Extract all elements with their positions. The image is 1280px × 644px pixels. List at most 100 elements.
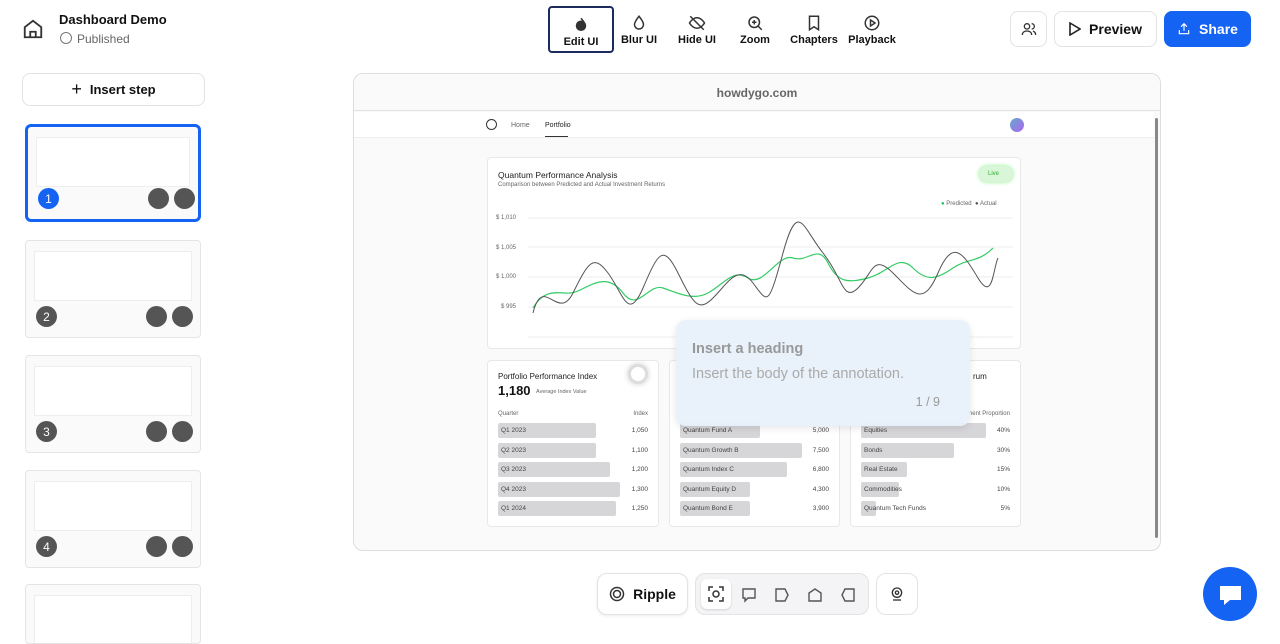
row-value: 40% <box>996 427 1010 434</box>
step-thumbnail[interactable]: 4 <box>25 470 201 568</box>
row-label: Q4 2023 <box>501 485 526 493</box>
project-title[interactable]: Dashboard Demo <box>59 12 167 27</box>
shape-button[interactable] <box>774 587 790 603</box>
legend: ● Predicted ● Actual <box>941 201 997 207</box>
row-bar <box>680 423 760 438</box>
shape-button[interactable] <box>741 587 757 603</box>
tool-label: Hide UI <box>678 34 716 46</box>
shape-button[interactable] <box>701 579 731 609</box>
ripple-dot[interactable] <box>628 364 648 384</box>
column-header: Quarter <box>498 411 519 417</box>
row-bar <box>861 442 954 458</box>
annotation-counter: 1 / 9 <box>915 395 940 409</box>
column-header: ment Proportion <box>967 411 1010 417</box>
row-label: Bonds <box>864 446 883 454</box>
card-title: Portfolio Performance Index <box>498 372 598 381</box>
row-label: Equities <box>864 427 888 434</box>
row-label: Q3 2023 <box>501 466 526 473</box>
column-header: Index <box>633 411 648 417</box>
card-value-label: Average Index Value <box>536 389 587 395</box>
more-button[interactable] <box>174 188 195 209</box>
ripple-button[interactable]: Ripple <box>597 573 688 615</box>
table-row: Q3 2023 1,200 <box>498 462 648 478</box>
live-badge: Live <box>979 166 1013 182</box>
shape-button[interactable] <box>807 587 823 603</box>
row-bar <box>498 423 596 438</box>
share-label: Share <box>1199 21 1238 37</box>
delete-button[interactable] <box>146 536 167 557</box>
step-number: 4 <box>36 536 57 557</box>
row-value: 1,100 <box>631 446 648 454</box>
shape-button[interactable] <box>840 587 856 603</box>
more-button[interactable] <box>172 306 193 327</box>
nav-link[interactable]: Home <box>511 122 530 129</box>
share-button[interactable]: Share <box>1164 11 1251 47</box>
row-value: 1,200 <box>631 466 648 473</box>
site-nav: Home Portfolio <box>354 112 1154 138</box>
row-bar <box>680 481 750 497</box>
home-icon[interactable] <box>22 18 44 40</box>
row-bar <box>498 481 620 497</box>
collaborators[interactable] <box>1010 11 1047 47</box>
row-value: 10% <box>996 485 1010 493</box>
step-thumbnail[interactable]: 1 <box>25 124 201 222</box>
index-card: Portfolio Performance Index 1,180 Averag… <box>487 360 659 527</box>
row-value: 4,300 <box>812 485 829 493</box>
row-value: 6,800 <box>812 466 829 473</box>
annotation-body[interactable]: Insert the body of the annotation. <box>692 366 905 382</box>
insert-step-button[interactable]: + Insert step <box>22 73 205 106</box>
row-bar <box>498 442 596 458</box>
thumbnail-preview <box>36 137 190 187</box>
tool-label: Playback <box>848 34 896 46</box>
tool-button[interactable]: Chapters <box>785 10 843 56</box>
row-value: 15% <box>996 466 1010 473</box>
tool-label: Blur UI <box>620 34 658 46</box>
table-row: Quantum Index C 6,800 <box>680 462 829 478</box>
delete-button[interactable] <box>146 421 167 442</box>
delete-button[interactable] <box>146 306 167 327</box>
table-row: Q4 2023 1,300 <box>498 481 648 498</box>
card-title: rum <box>973 372 987 381</box>
table-row: Quantum Fund A 5,000 <box>680 423 829 439</box>
chart-title: Quantum Performance Analysis <box>498 170 618 180</box>
row-label: Commodities <box>864 485 902 493</box>
status: Published <box>77 32 130 46</box>
chart-card: Quantum Performance Analysis Comparison … <box>487 157 1021 349</box>
annotation[interactable]: Insert a heading Insert the body of the … <box>676 320 970 426</box>
step-thumbnail[interactable]: 3 <box>25 355 201 453</box>
nav-link[interactable]: Portfolio <box>545 122 571 129</box>
step-thumbnail[interactable] <box>25 584 201 644</box>
badge-text: Live <box>988 171 1000 177</box>
tool-button[interactable]: Hide UI <box>668 10 726 56</box>
more-button[interactable] <box>172 536 193 557</box>
table-row: Bonds 30% <box>861 442 1010 459</box>
thumbnail-preview <box>34 251 192 301</box>
row-label: Quantum Equity D <box>683 485 737 493</box>
y-tick-label: $ 995 <box>500 304 516 311</box>
row-bar <box>861 501 876 516</box>
y-tick-label: $ 1,010 <box>495 215 516 221</box>
row-label: Q1 2024 <box>501 505 526 512</box>
tool-button[interactable]: Zoom <box>726 10 784 56</box>
tool-label: Zoom <box>740 34 770 46</box>
camera-button[interactable] <box>876 573 918 615</box>
row-value: 7,500 <box>812 446 829 454</box>
tool-button[interactable]: Playback <box>843 10 901 56</box>
table-row: Q1 2024 1,250 <box>498 501 648 517</box>
delete-button[interactable] <box>148 188 169 209</box>
preview-button[interactable]: Preview <box>1054 11 1157 47</box>
tool-label: Edit UI <box>563 36 599 48</box>
tool-button[interactable]: Blur UI <box>610 10 668 56</box>
y-tick-label: $ 1,005 <box>495 244 516 251</box>
tool-button[interactable]: Edit UI <box>548 6 614 53</box>
annotation-heading[interactable]: Insert a heading <box>692 341 804 357</box>
step-thumbnail[interactable]: 2 <box>25 240 201 338</box>
row-label: Quantum Fund A <box>683 427 733 434</box>
more-button[interactable] <box>172 421 193 442</box>
row-label: Quantum Index C <box>683 466 734 473</box>
allocation-card: rum ment Proportion Equities 40% Bonds 30% R… <box>850 360 1021 527</box>
scrollbar <box>1155 118 1158 538</box>
row-label: Quantum Bond E <box>683 505 733 512</box>
chat-button[interactable] <box>1203 567 1257 621</box>
